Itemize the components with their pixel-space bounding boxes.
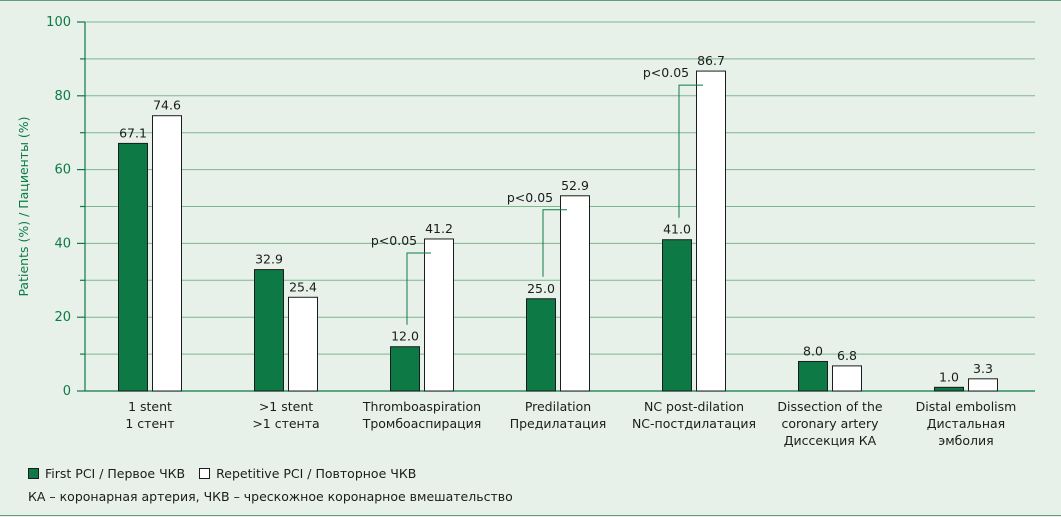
y-tick-label: 80	[54, 89, 71, 104]
data-label: 1.0	[939, 369, 959, 384]
category-label: Predilation	[525, 399, 591, 414]
bar-repetitive-pci	[968, 378, 998, 392]
bar-repetitive-pci	[560, 195, 590, 392]
y-tick-label: 20	[54, 310, 71, 325]
significance-bracket	[678, 84, 703, 218]
category-label: Thromboaspiration	[362, 399, 481, 414]
category-label: 1 стент	[125, 416, 174, 431]
y-axis-label: Patients (%) / Пациенты (%)	[16, 116, 31, 296]
legend-label-repetitive-pci: Repetitive PCI / Повторное ЧКВ	[216, 466, 417, 481]
significance-label: p<0.05	[507, 190, 553, 205]
category-label: Дистальная	[927, 416, 1005, 431]
data-label: 3.3	[973, 361, 993, 376]
category-label: NC-постдилатация	[632, 416, 756, 431]
data-label: 67.1	[119, 125, 147, 140]
legend-label-first-pci: First PCI / Первое ЧКВ	[45, 466, 186, 481]
data-label: 52.9	[561, 178, 589, 193]
y-tick-label: 0	[63, 384, 71, 399]
data-label: 41.0	[663, 222, 691, 237]
y-tick-label: 60	[54, 163, 71, 178]
significance-label: p<0.05	[643, 65, 689, 80]
bar-repetitive-pci	[152, 115, 182, 392]
data-label: 86.7	[697, 53, 725, 68]
data-label: 25.0	[527, 281, 555, 296]
data-label: 12.0	[391, 329, 419, 344]
category-label: эмболия	[938, 433, 993, 448]
data-label: 41.2	[425, 221, 453, 236]
category-label: Диссекция КА	[784, 433, 877, 448]
bar-first-pci	[118, 142, 148, 392]
bar-first-pci	[526, 298, 556, 392]
legend-item-first-pci: First PCI / Первое ЧКВ	[28, 466, 185, 481]
footnote: КА – коронарная артерия, ЧКВ – чрескожно…	[28, 489, 513, 504]
bar-first-pci	[798, 360, 828, 392]
legend-swatch-first-pci	[28, 468, 39, 479]
y-tick-label: 40	[54, 236, 71, 251]
data-label: 6.8	[837, 348, 857, 363]
bar-repetitive-pci	[424, 238, 454, 392]
significance-bracket	[542, 209, 567, 277]
significance-label: p<0.05	[371, 233, 417, 248]
bar-first-pci	[254, 269, 284, 392]
bar-first-pci	[662, 239, 692, 392]
data-label: 32.9	[255, 252, 283, 267]
category-label: 1 stent	[128, 399, 172, 414]
data-label: 8.0	[803, 343, 823, 358]
legend-item-repetitive-pci: Repetitive PCI / Повторное ЧКВ	[199, 466, 416, 481]
category-label: >1 stent	[259, 399, 313, 414]
category-label: Dissection of the	[777, 399, 882, 414]
bar-repetitive-pci	[832, 365, 862, 392]
data-label: 25.4	[289, 279, 317, 294]
bar-repetitive-pci	[696, 70, 726, 392]
y-tick-label: 100	[46, 15, 71, 30]
category-label: Предилатация	[510, 416, 607, 431]
bar-first-pci	[390, 346, 420, 392]
category-label: Тромбоаспирация	[362, 416, 482, 431]
category-label: NC post-dilation	[644, 399, 744, 414]
category-label: >1 стента	[252, 416, 319, 431]
legend: First PCI / Первое ЧКВ Repetitive PCI / …	[28, 466, 430, 481]
significance-bracket	[406, 252, 431, 325]
bar-first-pci	[934, 386, 964, 392]
data-label: 74.6	[153, 98, 181, 113]
bar-repetitive-pci	[288, 296, 318, 392]
legend-swatch-repetitive-pci	[199, 468, 211, 479]
category-label: coronary artery	[781, 416, 879, 431]
category-label: Distal embolism	[916, 399, 1017, 414]
